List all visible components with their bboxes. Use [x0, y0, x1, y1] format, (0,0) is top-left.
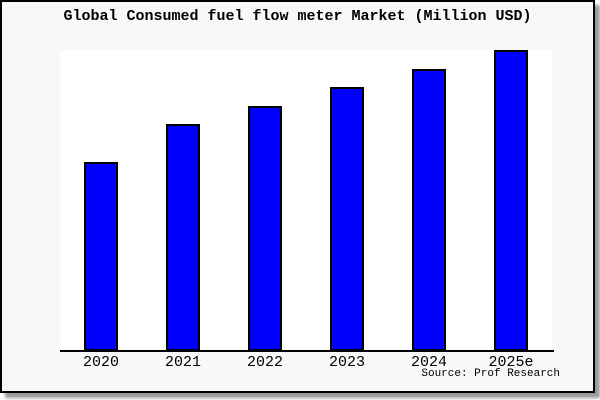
source-note: Source: Prof Research	[421, 368, 560, 380]
x-tick-label-2025e: 2025e	[488, 354, 534, 371]
chart-frame: Global Consumed fuel flow meter Market (…	[0, 0, 595, 393]
x-tick-label-2024: 2024	[410, 354, 447, 371]
chart-title: Global Consumed fuel flow meter Market (…	[63, 8, 532, 25]
x-tick-label-2023: 2023	[328, 354, 365, 371]
bar-2025e	[494, 50, 528, 351]
x-tick-label-2022: 2022	[246, 354, 283, 371]
x-tick-label-2020: 2020	[82, 354, 119, 371]
x-tick-label-2021: 2021	[164, 354, 201, 371]
bar-2022	[248, 106, 282, 351]
bar-2024	[412, 69, 446, 351]
bar-2023	[330, 87, 364, 351]
x-axis-line	[60, 350, 554, 352]
bar-2021	[166, 124, 200, 351]
bar-2020	[84, 162, 118, 351]
plot-area	[60, 50, 552, 351]
